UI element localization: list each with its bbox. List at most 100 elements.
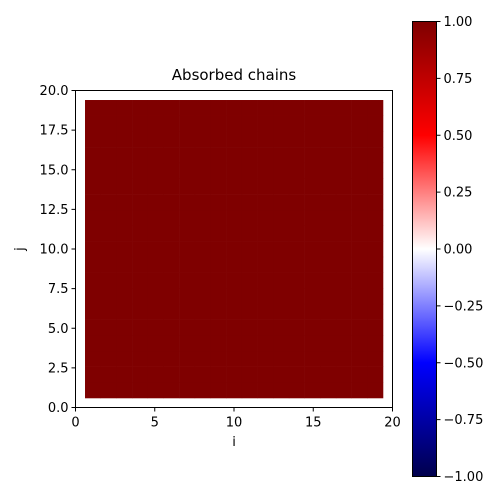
heatmap-cell xyxy=(148,367,164,383)
heatmap-cell xyxy=(226,241,242,257)
heatmap-cell xyxy=(85,273,101,289)
heatmap-cell xyxy=(148,100,164,116)
heatmap-cell xyxy=(226,320,242,336)
heatmap-cell xyxy=(273,351,289,367)
heatmap-cell xyxy=(132,304,148,320)
heatmap-cell xyxy=(116,116,132,132)
heatmap-cell xyxy=(273,335,289,351)
heatmap-cell xyxy=(242,257,258,273)
heatmap-cell xyxy=(116,382,132,398)
heatmap-cell xyxy=(242,320,258,336)
heatmap-cell xyxy=(336,194,352,210)
heatmap-cell xyxy=(352,210,368,226)
heatmap-cell xyxy=(352,288,368,304)
heatmap-cell xyxy=(367,257,383,273)
heatmap-cell xyxy=(195,335,211,351)
heatmap-cell xyxy=(320,178,336,194)
heatmap-cell xyxy=(242,163,258,179)
heatmap-cell xyxy=(179,304,195,320)
heatmap-cell xyxy=(195,194,211,210)
heatmap-cell xyxy=(305,131,321,147)
heatmap-cell xyxy=(320,210,336,226)
heatmap-cell xyxy=(163,178,179,194)
heatmap-cell xyxy=(320,241,336,257)
heatmap-cell xyxy=(210,178,226,194)
heatmap-cell xyxy=(101,257,117,273)
heatmap-cell xyxy=(210,194,226,210)
heatmap-cell xyxy=(179,116,195,132)
heatmap-cell xyxy=(116,194,132,210)
heatmap-cell xyxy=(101,100,117,116)
heatmap-cell xyxy=(148,288,164,304)
heatmap-cell xyxy=(195,178,211,194)
heatmap-cell xyxy=(116,304,132,320)
heatmap-cell xyxy=(242,241,258,257)
heatmap-cell xyxy=(367,320,383,336)
heatmap-cell xyxy=(116,178,132,194)
heatmap-cell xyxy=(305,320,321,336)
colorbar-axis: −1.00 −0.75 −0.50 −0.25 0.00 0.25 0.50 0.75 1.00 xyxy=(437,15,484,485)
heatmap-cell xyxy=(85,210,101,226)
heatmap-cell xyxy=(210,273,226,289)
heatmap-cell xyxy=(116,131,132,147)
heatmap-cell xyxy=(195,367,211,383)
heatmap-cell xyxy=(210,382,226,398)
heatmap-cell xyxy=(273,257,289,273)
heatmap-cell xyxy=(163,288,179,304)
heatmap-cell xyxy=(132,257,148,273)
heatmap-cell xyxy=(273,225,289,241)
heatmap-cell xyxy=(163,100,179,116)
heatmap-cell xyxy=(305,288,321,304)
colorbar-tick-label: −0.75 xyxy=(444,413,484,428)
heatmap-cell xyxy=(101,335,117,351)
heatmap-cell xyxy=(195,351,211,367)
heatmap-cell xyxy=(320,225,336,241)
heatmap-cell xyxy=(132,320,148,336)
y-tick-label: 20.0 xyxy=(40,84,69,99)
heatmap-cell xyxy=(258,116,274,132)
heatmap-cell xyxy=(132,225,148,241)
heatmap-cell xyxy=(336,147,352,163)
heatmap-cell xyxy=(289,320,305,336)
y-tick-label: 17.5 xyxy=(40,124,69,139)
heatmap-cell xyxy=(179,351,195,367)
heatmap-cell xyxy=(258,273,274,289)
heatmap-cell xyxy=(320,351,336,367)
heatmap-cell xyxy=(305,304,321,320)
heatmap-cell xyxy=(132,163,148,179)
heatmap-cell xyxy=(85,382,101,398)
heatmap-cell xyxy=(289,273,305,289)
heatmap-cell xyxy=(226,178,242,194)
heatmap-cell xyxy=(132,147,148,163)
heatmap-cell xyxy=(289,241,305,257)
heatmap-cell xyxy=(210,351,226,367)
heatmap-cell xyxy=(179,178,195,194)
heatmap-cell xyxy=(195,320,211,336)
heatmap-cell xyxy=(258,194,274,210)
heatmap-cell xyxy=(273,131,289,147)
heatmap-cell xyxy=(242,367,258,383)
heatmap-cell xyxy=(132,178,148,194)
heatmap-cell xyxy=(258,131,274,147)
heatmap-cell xyxy=(289,210,305,226)
heatmap-cell xyxy=(226,116,242,132)
y-axis: 0.0 2.5 5.0 7.5 10.0 12.5 15.0 17.5 20.0 xyxy=(40,84,76,416)
heatmap-cell xyxy=(148,335,164,351)
heatmap-cell xyxy=(85,100,101,116)
heatmap-cell xyxy=(320,335,336,351)
heatmap-cell xyxy=(305,163,321,179)
heatmap-cell xyxy=(305,178,321,194)
heatmap-cell xyxy=(179,273,195,289)
heatmap-cell xyxy=(242,351,258,367)
heatmap-cell xyxy=(179,382,195,398)
heatmap-cell xyxy=(289,257,305,273)
heatmap-cell xyxy=(273,304,289,320)
heatmap-cell xyxy=(163,273,179,289)
y-tick-label: 5.0 xyxy=(48,322,69,337)
heatmap-cell xyxy=(273,320,289,336)
heatmap-cell xyxy=(148,320,164,336)
heatmap-cell xyxy=(163,225,179,241)
colorbar-tick-label: 0.25 xyxy=(444,186,473,201)
heatmap-cell xyxy=(352,257,368,273)
heatmap-cell xyxy=(195,163,211,179)
